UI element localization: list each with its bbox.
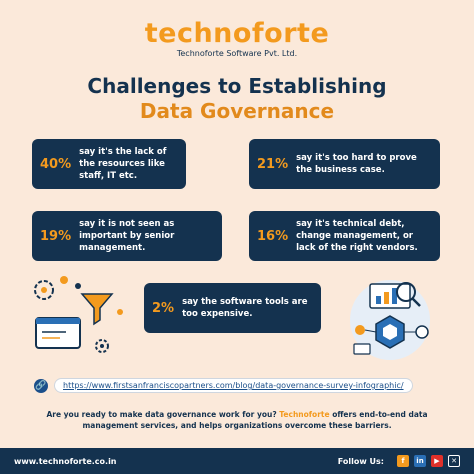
footer: www.technoforte.co.in Follow Us: f in ▶ … <box>0 448 474 474</box>
x-icon[interactable]: ✕ <box>448 455 460 467</box>
youtube-icon[interactable]: ▶ <box>431 455 443 467</box>
footer-website-link[interactable]: www.technoforte.co.in <box>14 456 117 466</box>
call-to-action: Are you ready to make data governance wo… <box>36 409 438 431</box>
source-link-row: 🔗 https://www.firstsanfranciscopartners.… <box>34 378 444 393</box>
stat-card-2: 21% say it's too hard to prove the busin… <box>249 139 440 189</box>
stat-text: say the software tools are too expensive… <box>182 297 308 319</box>
social-links: Follow Us: f in ▶ ✕ <box>338 455 460 467</box>
stat-percent: 21% <box>257 156 289 172</box>
stat-text: say it's the lack of the resources like … <box>79 147 167 181</box>
source-link[interactable]: https://www.firstsanfranciscopartners.co… <box>54 378 413 393</box>
linkedin-icon[interactable]: in <box>414 455 426 467</box>
stat-percent: 2% <box>152 300 175 316</box>
cta-text-before: Are you ready to make data governance wo… <box>46 410 277 419</box>
stat-percent: 19% <box>40 228 72 244</box>
stat-card-1: 40% say it's the lack of the resources l… <box>32 139 186 189</box>
facebook-icon[interactable]: f <box>397 455 409 467</box>
stat-percent: 16% <box>257 228 289 244</box>
page-title-line2: Data Governance <box>139 99 335 123</box>
analytics-illustration <box>350 280 430 360</box>
logo-wordmark: technoforte <box>144 18 330 49</box>
cta-text-after: offers end-to-end data management servic… <box>82 410 428 430</box>
stat-card-3: 19% say it is not seen as important by s… <box>32 211 222 261</box>
follow-label: Follow Us: <box>337 456 384 466</box>
stat-card-5: 2% say the software tools are too expens… <box>144 283 321 333</box>
page-title-line1: Challenges to Establishing <box>87 74 387 98</box>
logo-tagline: Technoforte Software Pvt. Ltd. <box>176 49 298 58</box>
cta-brand: Technoforte <box>279 410 330 419</box>
stat-percent: 40% <box>40 156 72 172</box>
link-icon: 🔗 <box>34 378 48 393</box>
stat-text: say it's technical debt, change manageme… <box>296 219 418 253</box>
stat-text: say it's too hard to prove the business … <box>296 153 417 175</box>
stat-text: say it is not seen as important by senio… <box>79 219 175 253</box>
stat-card-4: 16% say it's technical debt, change mana… <box>249 211 440 261</box>
logo: technoforte Technoforte Software Pvt. Lt… <box>0 18 474 59</box>
data-funnel-illustration <box>34 276 123 353</box>
